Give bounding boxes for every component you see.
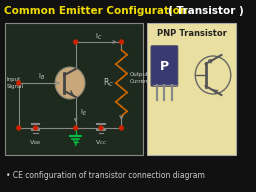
Circle shape — [99, 126, 103, 130]
Text: Input
Signal: Input Signal — [7, 77, 24, 89]
Text: ( Transistor ): ( Transistor ) — [168, 6, 244, 16]
Text: Output
Current: Output Current — [130, 72, 150, 84]
Circle shape — [74, 40, 78, 44]
Circle shape — [74, 126, 78, 130]
Text: V$_{CC}$: V$_{CC}$ — [95, 138, 107, 147]
Text: PNP Transistor: PNP Transistor — [157, 28, 227, 37]
Bar — [0, 0, 239, 22]
Text: Common Emitter Configuration: Common Emitter Configuration — [4, 6, 187, 16]
Circle shape — [34, 126, 37, 130]
Text: I$_B$: I$_B$ — [38, 72, 45, 82]
Circle shape — [17, 126, 20, 130]
Text: P: P — [160, 60, 169, 73]
FancyBboxPatch shape — [151, 46, 178, 87]
Text: I$_C$: I$_C$ — [95, 32, 102, 42]
Circle shape — [17, 81, 20, 85]
Circle shape — [55, 67, 85, 99]
Circle shape — [120, 40, 123, 44]
Bar — [147, 23, 236, 155]
Text: • CE configuration of transistor connection diagram: • CE configuration of transistor connect… — [6, 170, 205, 180]
Text: I$_E$: I$_E$ — [80, 107, 88, 118]
Text: R$_C$: R$_C$ — [103, 77, 114, 89]
Text: V$_{BB}$: V$_{BB}$ — [29, 138, 41, 147]
Bar — [5, 23, 143, 155]
Circle shape — [120, 126, 123, 130]
